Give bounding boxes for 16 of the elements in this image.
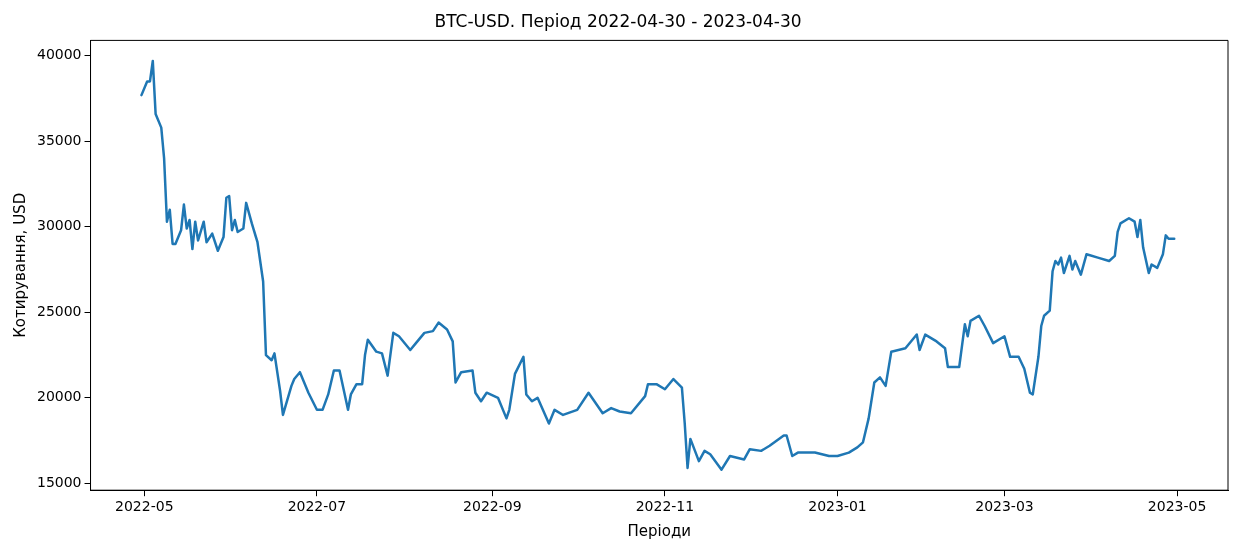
x-tick-label: 2022-07 xyxy=(287,498,347,515)
x-tick-label: 2022-11 xyxy=(635,498,695,515)
x-tick-label: 2022-05 xyxy=(115,498,174,515)
y-tick-label: 25000 xyxy=(36,302,82,319)
x-tick-label: 2023-01 xyxy=(808,498,867,515)
y-tick-label: 20000 xyxy=(36,388,82,405)
y-axis-title: Котирування, USD xyxy=(10,192,29,338)
x-tick-label: 2023-03 xyxy=(975,498,1034,515)
y-tick-label: 40000 xyxy=(36,46,82,63)
y-tick-label: 35000 xyxy=(36,131,82,148)
chart-title: BTC-USD. Період 2022-04-30 - 2023-04-30 xyxy=(434,10,802,31)
y-tick-label: 30000 xyxy=(36,217,82,234)
x-tick-label: 2023-05 xyxy=(1147,498,1207,515)
y-tick-label: 15000 xyxy=(36,474,82,490)
x-tick-label: 2022-09 xyxy=(463,498,522,515)
x-axis-title: Періоди xyxy=(627,521,692,540)
